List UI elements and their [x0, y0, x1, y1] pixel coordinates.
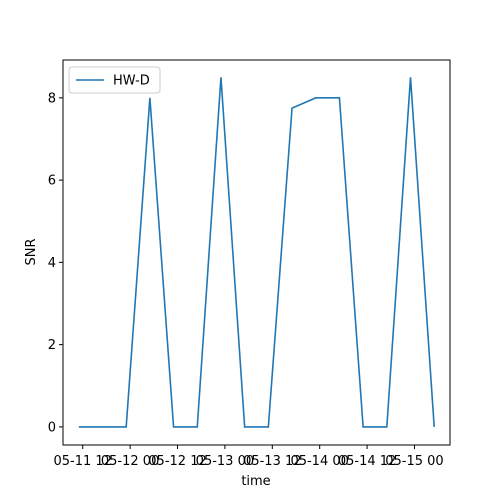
x-axis-label: time: [241, 474, 270, 489]
x-tick-label: 05-12 12: [148, 454, 206, 469]
legend: HW-D: [68, 66, 161, 94]
y-tick-label: 4: [48, 256, 56, 271]
legend-label: HW-D: [113, 74, 150, 89]
data-line: [78, 77, 436, 428]
x-tick-label: 05-11 12: [54, 454, 112, 469]
y-tick-label: 2: [48, 338, 56, 353]
y-tick-label: 0: [48, 420, 56, 435]
x-tick-label: 05-14 00: [290, 454, 348, 469]
plot-frame: [62, 59, 451, 446]
x-tick-label: 05-13 12: [243, 454, 301, 469]
legend-box: [68, 66, 161, 94]
y-axis-label: SNR: [24, 238, 39, 265]
x-tick-label: 05-12 00: [101, 454, 159, 469]
y-tick-label: 6: [48, 174, 56, 189]
x-tick-label: 05-15 00: [385, 454, 443, 469]
y-tick-label: 8: [48, 91, 56, 106]
x-tick-label: 05-13 00: [196, 454, 254, 469]
x-tick-label: 05-14 12: [338, 454, 396, 469]
